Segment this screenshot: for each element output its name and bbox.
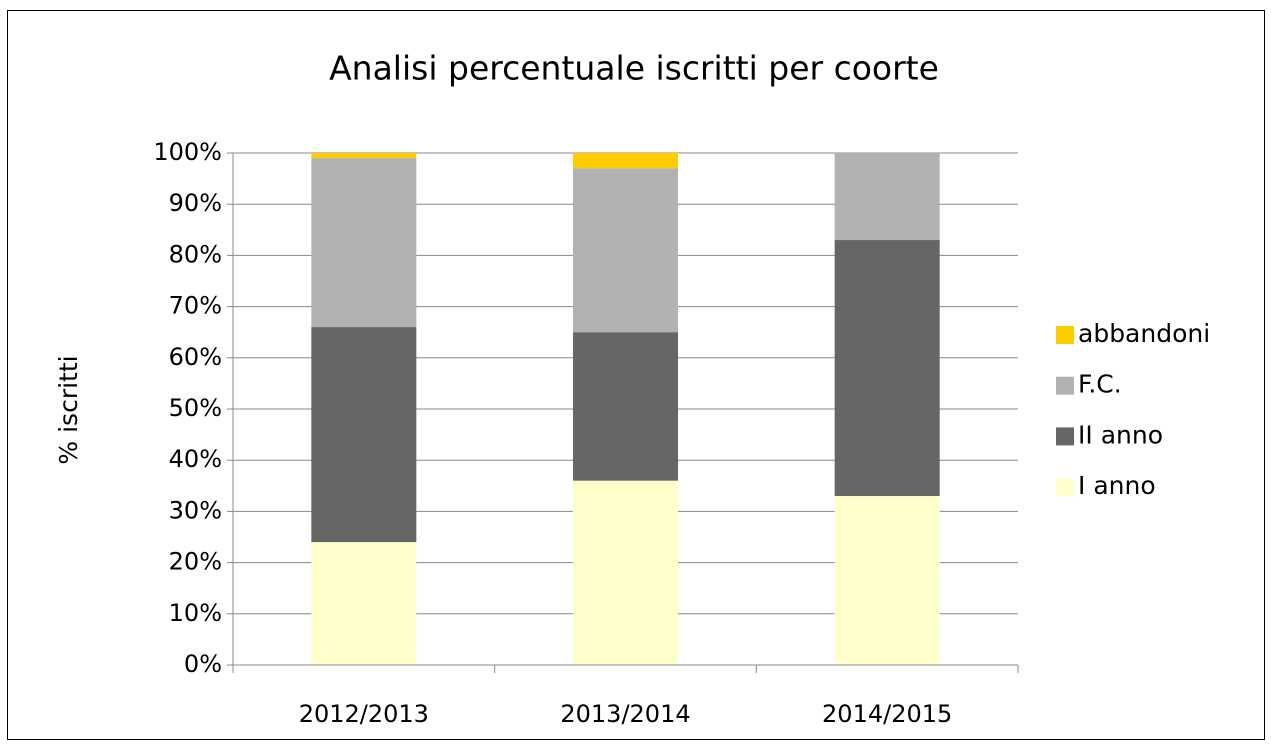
bar-segment [311, 542, 417, 665]
y-tick-label: 30% [169, 496, 222, 524]
legend-swatch [1056, 326, 1074, 344]
y-tick-label: 90% [169, 189, 222, 217]
chart-title: Analisi percentuale iscritti per coorte [329, 49, 939, 88]
y-tick-label: 100% [153, 138, 222, 166]
bar-segment [573, 480, 678, 665]
y-tick-label: 70% [169, 292, 222, 320]
bar-segment [573, 332, 678, 481]
bar-segment [834, 496, 940, 665]
y-axis-label: % iscritti [54, 355, 83, 464]
bar-segment [311, 153, 417, 159]
y-tick-label: 20% [169, 548, 222, 576]
legend-label: II anno [1078, 420, 1163, 449]
bar-segment [834, 240, 940, 497]
y-tick-label: 40% [169, 445, 222, 473]
bar-segment [311, 158, 417, 328]
y-tick-label: 50% [169, 394, 222, 422]
bar-segment [573, 153, 678, 169]
legend-label: abbandoni [1078, 319, 1210, 348]
bar-segment [573, 168, 678, 333]
bar-segment [311, 327, 417, 543]
y-tick-label: 80% [169, 240, 222, 268]
x-tick-label: 2012/2013 [299, 700, 429, 728]
legend-label: F.C. [1078, 370, 1122, 399]
legend-swatch [1056, 427, 1074, 446]
legend-swatch [1056, 376, 1074, 395]
y-tick-label: 10% [169, 599, 222, 627]
x-tick-label: 2014/2015 [822, 700, 952, 728]
legend-label: I anno [1078, 471, 1156, 500]
legend-swatch [1056, 478, 1074, 497]
y-tick-label: 60% [169, 343, 222, 371]
x-tick-label: 2013/2014 [560, 700, 690, 728]
bar-segment [834, 153, 940, 241]
y-tick-label: 0% [184, 650, 222, 678]
